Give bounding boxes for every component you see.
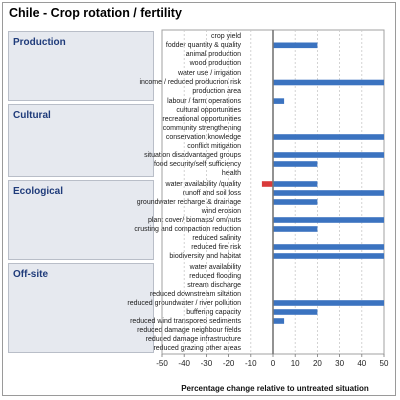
bar-positive [273, 199, 318, 205]
category-label: crusting and compaction reduction [134, 225, 241, 233]
category-label: situation disadvantaged groups [144, 151, 241, 159]
x-tick-label: -30 [201, 359, 213, 368]
group-panel-off-site: Off-site [8, 263, 154, 353]
bar-positive [273, 217, 384, 223]
x-axis-label: Percentage change relative to untreated … [181, 384, 369, 393]
category-label: conservation knowledge [165, 133, 241, 141]
x-tick-label: 30 [335, 359, 344, 368]
bar-positive [273, 300, 384, 306]
category-label: reduced flooding [189, 272, 241, 280]
category-label: plant cover/ biomass/ om/nuts [148, 216, 241, 224]
category-label: conflict mitigation [187, 142, 241, 150]
x-tick-label: -10 [245, 359, 257, 368]
category-label: reduced downstream siltation [149, 290, 241, 298]
group-panel-ecological: Ecological [8, 180, 154, 260]
bar-positive [273, 190, 384, 196]
bar-positive [273, 181, 318, 187]
category-label: income / reduced producrion risk [139, 79, 241, 86]
category-label: food security/self sufficiency [153, 160, 241, 168]
category-label: biodiversity and habitat [169, 252, 241, 260]
category-label: animal production [185, 51, 241, 59]
bar-positive [273, 152, 384, 158]
group-title: Cultural [13, 110, 51, 121]
group-panel-production: Production [8, 31, 154, 101]
category-label: community strengthening [162, 124, 241, 132]
category-label: reduced damage neighbour fields [137, 326, 241, 334]
bar-positive [273, 244, 384, 250]
bar-positive [273, 309, 318, 315]
x-tick-label: -50 [156, 359, 168, 368]
bar-positive [273, 226, 318, 232]
x-tick-label: 40 [357, 359, 366, 368]
bar-positive [273, 79, 384, 86]
category-label: labour / farm operations [167, 97, 241, 105]
category-label: water use / irrigation [177, 69, 241, 77]
category-label: stream discharge [187, 281, 241, 289]
category-label: water availability /quality [165, 180, 241, 188]
category-label: wind erosion [201, 207, 241, 215]
category-label: reduced damage infrastructure [145, 335, 241, 343]
category-label: wood production [189, 60, 241, 68]
group-title: Off-site [13, 269, 48, 280]
category-label: reduced fire risk [191, 243, 241, 251]
bar-positive [273, 134, 384, 140]
x-tick-label: -20 [223, 359, 235, 368]
category-label: reduced salinity [192, 234, 241, 242]
bar-positive [273, 42, 318, 49]
category-label: runoff and soil loss [182, 189, 241, 197]
category-label: health [221, 169, 241, 177]
chart-title: Chile - Crop rotation / fertility [9, 6, 182, 20]
group-title: Production [13, 37, 66, 48]
category-label: water availability [189, 263, 241, 271]
category-label: groundwater recharge & drainage [136, 198, 241, 206]
group-panel-cultural: Cultural [8, 104, 154, 177]
category-label: recreational opportunities [162, 115, 241, 123]
category-label: buffering capacity [186, 308, 241, 316]
bar-positive [273, 318, 285, 324]
category-label: crop yield [211, 32, 241, 40]
group-title: Ecological [13, 186, 64, 197]
category-label: production area [192, 88, 241, 96]
category-label: reduced grazing other areas [153, 344, 241, 352]
category-label: fodder quantity & quality [165, 41, 241, 49]
bar-positive [273, 161, 318, 167]
bar-positive [273, 98, 285, 104]
x-tick-label: 50 [380, 359, 389, 368]
x-tick-label: -40 [178, 359, 190, 368]
x-tick-label: 20 [313, 359, 322, 368]
bar-positive [273, 253, 384, 259]
x-tick-label: 0 [271, 359, 276, 368]
x-tick-label: 10 [291, 359, 300, 368]
category-label: reduced wind transpored sediments [130, 317, 241, 325]
category-label: cultural opportunities [176, 106, 241, 114]
bar-negative [261, 181, 273, 187]
